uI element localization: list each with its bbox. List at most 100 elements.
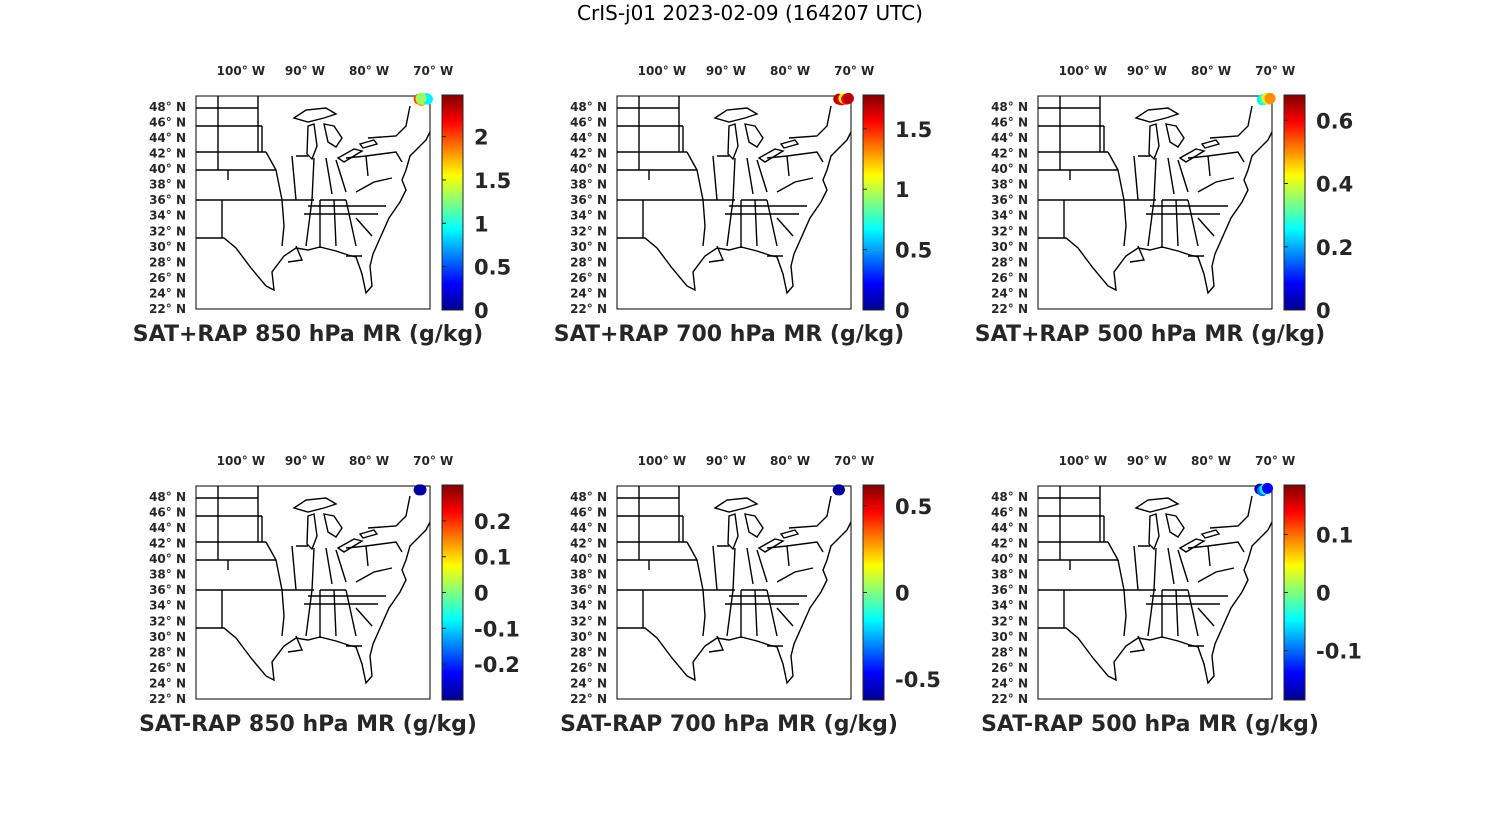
lat-tick-label: 36° N [149, 583, 186, 597]
lon-tick-label: 90° W [1127, 454, 1167, 468]
colorbar-tick-label: 0 [1316, 299, 1331, 323]
lat-tick-label: 36° N [570, 583, 607, 597]
lat-tick-label: 46° N [991, 505, 1028, 519]
lon-tick-label: 100° W [638, 64, 686, 78]
map-frame [1037, 95, 1273, 310]
map-panel: 100° W 90° W 80° W 70° W 22° N 24° N26° N 28° … [981, 454, 1362, 737]
map-background [1038, 486, 1272, 699]
lon-tick-label: 80° W [1191, 454, 1231, 468]
colorbar-tick-label: 0.2 [474, 510, 511, 534]
lat-tick-label: 48° N [149, 100, 186, 114]
colorbar-tick-label: 1 [474, 212, 489, 236]
lat-tick-label: 44° N [991, 521, 1028, 535]
lat-tick-label: 42° N [570, 537, 607, 551]
map-panel: 100° W 90° W 80° W 70° W 22° N 24° N26° N 28° … [139, 454, 520, 737]
lat-tick-label: 34° N [570, 599, 607, 613]
lon-tick-label: 70° W [834, 454, 874, 468]
lon-tick-label: 70° W [834, 64, 874, 78]
lat-tick-label: 32° N [570, 224, 607, 238]
colorbar-tick-label: 2 [474, 126, 489, 150]
lat-tick-label: 24° N [991, 286, 1028, 300]
lon-tick-label: 80° W [349, 454, 389, 468]
lon-tick-label: 70° W [413, 454, 453, 468]
lat-tick-label: 42° N [570, 147, 607, 161]
lat-tick-label: 24° N [570, 286, 607, 300]
colorbar-tick-label: -0.2 [474, 653, 520, 677]
lat-tick-label: 44° N [570, 131, 607, 145]
colorbar-tick-label: 1 [895, 178, 910, 202]
map-background [617, 486, 851, 699]
map-frame [616, 485, 852, 700]
lon-tick-label: 100° W [217, 454, 265, 468]
lat-tick-label: 32° N [570, 614, 607, 628]
lat-tick-label: 32° N [991, 224, 1028, 238]
lat-tick-label: 28° N [570, 255, 607, 269]
lat-tick-label: 40° N [570, 162, 607, 176]
lon-tick-label: 80° W [770, 64, 810, 78]
colorbar-tick-label: 0 [474, 299, 489, 323]
colorbar [1283, 94, 1306, 311]
lon-tick-label: 100° W [217, 64, 265, 78]
lat-tick-label: 26° N [570, 271, 607, 285]
lon-tick-label: 90° W [285, 454, 325, 468]
lat-tick-label: 22° N [570, 302, 607, 316]
lat-tick-label: 42° N [991, 537, 1028, 551]
colorbar-tick-label: 0.2 [1316, 236, 1353, 260]
lon-tick-label: 100° W [1059, 64, 1107, 78]
lat-tick-label: 38° N [570, 178, 607, 192]
lon-tick-label: 90° W [1127, 64, 1167, 78]
lat-tick-label: 22° N [991, 302, 1028, 316]
lat-tick-label: 36° N [149, 193, 186, 207]
lon-tick-label: 80° W [1191, 64, 1231, 78]
lat-tick-label: 38° N [570, 568, 607, 582]
lat-tick-label: 28° N [149, 645, 186, 659]
lat-tick-label: 36° N [570, 193, 607, 207]
lat-tick-label: 32° N [149, 224, 186, 238]
lat-tick-label: 46° N [149, 115, 186, 129]
panel-title: SAT-RAP 500 hPa MR (g/kg) [981, 712, 1319, 737]
lat-tick-label: 26° N [149, 271, 186, 285]
lon-tick-label: 90° W [706, 64, 746, 78]
lat-tick-label: 36° N [991, 193, 1028, 207]
panel-title: SAT+RAP 850 hPa MR (g/kg) [133, 322, 483, 347]
lat-tick-label: 30° N [570, 240, 607, 254]
lat-tick-label: 32° N [991, 614, 1028, 628]
lat-tick-label: 38° N [149, 178, 186, 192]
lat-tick-label: 26° N [570, 661, 607, 675]
lat-tick-label: 40° N [991, 162, 1028, 176]
lat-tick-label: 38° N [149, 568, 186, 582]
lat-tick-label: 48° N [570, 490, 607, 504]
colorbar-tick-label: -0.1 [1316, 640, 1362, 664]
lat-tick-label: 30° N [991, 630, 1028, 644]
map-panel: 100° W 90° W 80° W 70° W 22° N 24° N26° N 28° … [554, 64, 932, 347]
lat-tick-label: 26° N [991, 271, 1028, 285]
lat-tick-label: 28° N [570, 645, 607, 659]
colorbar [441, 94, 464, 311]
lat-tick-label: 48° N [991, 490, 1028, 504]
colorbar-tick-label: 0.4 [1316, 173, 1353, 197]
lat-tick-label: 46° N [149, 505, 186, 519]
lat-tick-label: 46° N [570, 505, 607, 519]
lon-tick-label: 70° W [1255, 454, 1295, 468]
lon-tick-label: 70° W [1255, 64, 1295, 78]
lat-tick-label: 32° N [149, 614, 186, 628]
colorbar-tick-label: 0.1 [474, 546, 511, 570]
lat-tick-label: 24° N [149, 286, 186, 300]
lat-tick-label: 38° N [991, 178, 1028, 192]
lat-tick-label: 44° N [149, 521, 186, 535]
lat-tick-label: 26° N [991, 661, 1028, 675]
colorbar-tick-label: 0.6 [1316, 109, 1353, 133]
lat-tick-label: 44° N [149, 131, 186, 145]
observation-point [415, 92, 427, 104]
colorbar-tick-label: 0 [895, 299, 910, 323]
lat-tick-label: 28° N [149, 255, 186, 269]
lat-tick-label: 44° N [570, 521, 607, 535]
lat-tick-label: 46° N [570, 115, 607, 129]
lat-tick-label: 24° N [570, 676, 607, 690]
lon-tick-label: 100° W [638, 454, 686, 468]
map-frame [195, 95, 431, 310]
colorbar-tick-label: 0.5 [474, 256, 511, 280]
lat-tick-label: 30° N [570, 630, 607, 644]
colorbar-tick-label: -0.5 [895, 668, 941, 692]
colorbar-tick-label: 1.5 [895, 118, 932, 142]
